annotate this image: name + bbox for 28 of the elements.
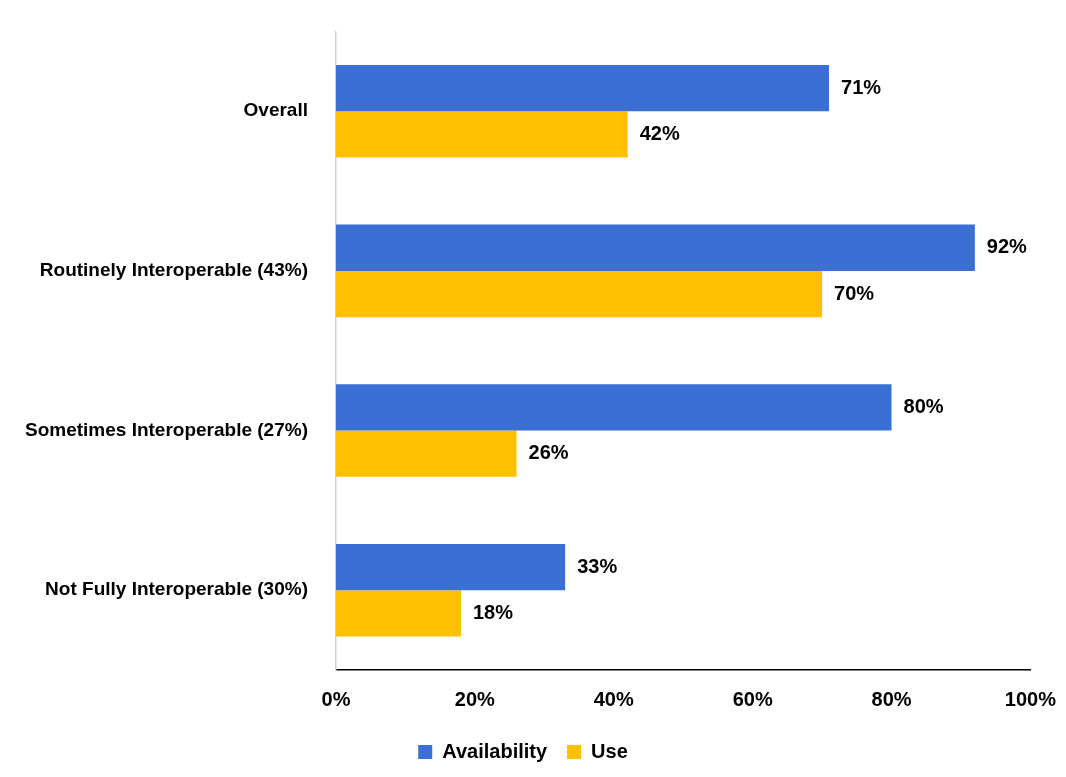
- x-tick-label: 40%: [593, 687, 634, 710]
- data-label: 26%: [528, 441, 569, 464]
- x-tick-label: 80%: [871, 687, 912, 710]
- x-tick-label: 60%: [732, 687, 773, 710]
- legend-label: Availability: [442, 739, 548, 762]
- data-label: 18%: [472, 600, 514, 623]
- data-label: 71%: [841, 75, 882, 98]
- x-tick-label: 0%: [321, 687, 351, 710]
- y-tick-label: Sometimes Interoperable (27%): [24, 418, 308, 440]
- y-tick-label: Overall: [243, 99, 308, 121]
- bar: [335, 590, 461, 637]
- x-tick-label: 20%: [454, 687, 496, 710]
- bar: [335, 64, 830, 112]
- data-label: 92%: [986, 235, 1028, 258]
- legend-label: Use: [591, 739, 628, 762]
- data-label: 70%: [834, 281, 875, 304]
- bar: [335, 543, 566, 591]
- bar: [335, 384, 892, 431]
- bar: [335, 111, 628, 158]
- x-tick-label: 100%: [1004, 687, 1057, 710]
- bar: [335, 224, 975, 271]
- y-tick-label: Not Fully Interoperable (30%): [45, 578, 308, 600]
- data-label: 33%: [577, 554, 618, 577]
- data-label: 42%: [639, 121, 680, 144]
- data-label: 80%: [903, 394, 944, 417]
- bar: [335, 270, 823, 318]
- y-tick-label: Routinely Interoperable (43%): [39, 259, 308, 281]
- bar: [335, 430, 517, 477]
